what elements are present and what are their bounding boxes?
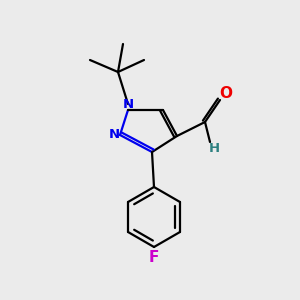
Text: N: N [122,98,134,112]
Text: F: F [149,250,159,265]
Text: N: N [108,128,120,140]
Text: H: H [208,142,220,154]
Text: O: O [220,86,232,101]
